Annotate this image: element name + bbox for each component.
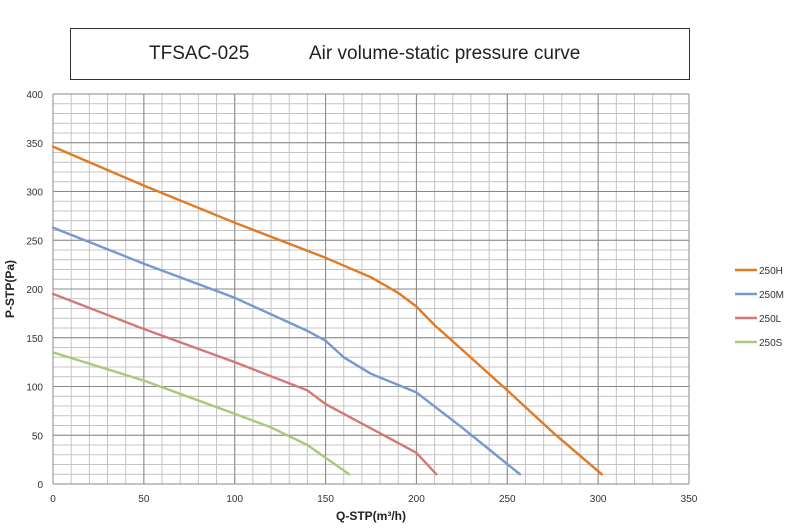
y-tick-label: 50 — [32, 431, 44, 442]
x-tick-label: 50 — [138, 494, 150, 505]
legend-label-250s: 250S — [759, 338, 783, 349]
legend: 250H 250M 250L 250S — [735, 266, 784, 349]
legend-label-250m: 250M — [759, 290, 784, 301]
x-tick-label: 250 — [499, 494, 516, 505]
y-tick-label: 200 — [26, 285, 43, 296]
y-tick-label: 300 — [26, 188, 43, 199]
x-tick-label: 350 — [681, 494, 698, 505]
x-axis-label: Q-STP(m³/h) — [336, 509, 406, 523]
series-line-250m — [51, 226, 522, 476]
legend-label-250h: 250H — [759, 266, 783, 277]
chart-title-description: Air volume-static pressure curve — [309, 43, 581, 64]
y-axis-label: P-STP(Pa) — [3, 260, 17, 318]
x-tick-label: 200 — [408, 494, 425, 505]
y-tick-label: 150 — [26, 334, 43, 345]
series-line-250l — [51, 292, 438, 476]
y-tick-label: 100 — [26, 383, 43, 394]
y-tick-label: 0 — [37, 480, 43, 491]
x-tick-label: 100 — [226, 494, 243, 505]
legend-label-250l: 250L — [759, 314, 782, 325]
series-lines — [51, 145, 603, 476]
y-tick-label: 350 — [26, 139, 43, 150]
chart-title-model: TFSAC-025 — [149, 43, 250, 64]
x-tick-label: 300 — [590, 494, 607, 505]
x-tick-label: 150 — [317, 494, 334, 505]
x-tick-labels: 0 50 100 150 200 250 300 350 — [50, 494, 698, 505]
series-line-250s — [51, 351, 351, 476]
y-tick-label: 400 — [26, 90, 43, 101]
y-tick-label: 250 — [26, 236, 43, 247]
series-line-250h — [51, 145, 603, 476]
x-tick-label: 0 — [50, 494, 56, 505]
y-tick-labels: 0 50 100 150 200 250 300 350 400 — [26, 90, 43, 491]
chart-title-box: TFSAC-025 Air volume-static pressure cur… — [70, 28, 690, 80]
